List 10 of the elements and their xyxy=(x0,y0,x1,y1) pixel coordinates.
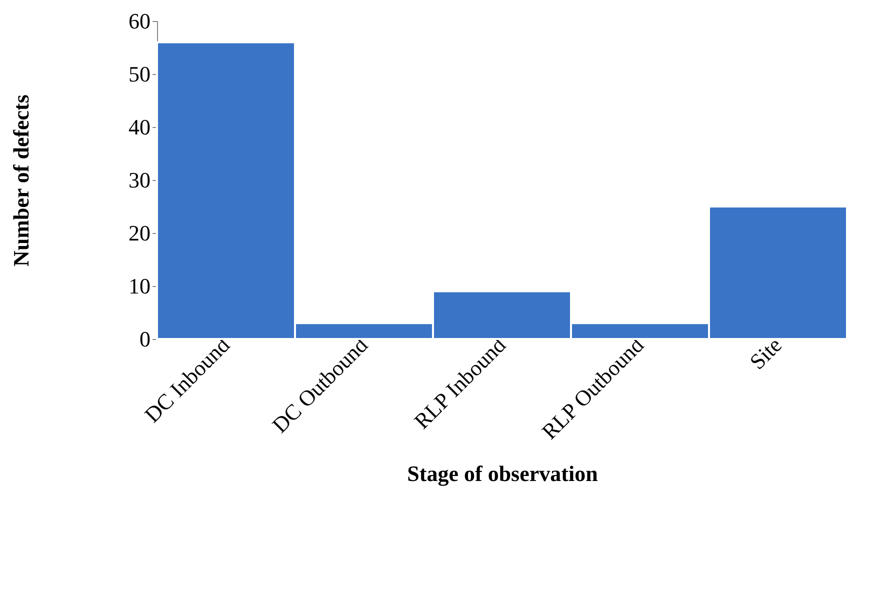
x-tick-label: Site xyxy=(744,332,786,374)
y-tick-label: 20 xyxy=(128,220,150,246)
y-tick-label: 30 xyxy=(128,168,150,192)
x-axis-title: Stage of observation xyxy=(407,460,598,486)
y-tick-label: 60 xyxy=(128,8,150,34)
y-tick-label: 40 xyxy=(128,114,150,140)
y-tick-label: 10 xyxy=(128,274,150,298)
y-tick-label: 50 xyxy=(128,62,150,86)
y-axis-title: Number of defects xyxy=(8,94,34,266)
y-tick-label: 0 xyxy=(140,326,150,352)
